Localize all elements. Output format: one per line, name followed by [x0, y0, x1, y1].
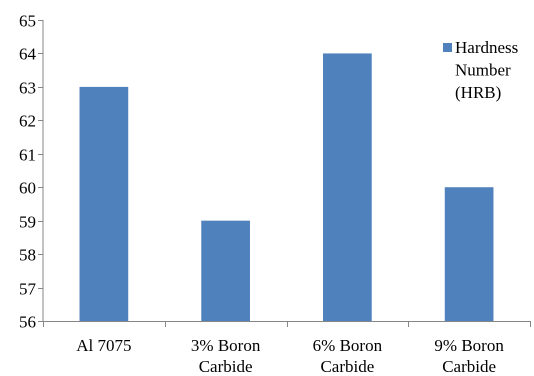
- x-category-label: 9% Boron: [434, 336, 504, 355]
- y-tick-label: 61: [19, 146, 36, 165]
- y-tick-label: 60: [19, 179, 36, 198]
- x-category-label: Carbide: [442, 357, 496, 376]
- y-tick-label: 65: [19, 12, 36, 31]
- bars: [79, 53, 494, 321]
- bar: [201, 220, 250, 321]
- legend-label: Number: [455, 61, 511, 80]
- x-axis: Al 7075 3% Boron Carbide 6% Boron Carbide 9% …: [43, 321, 531, 376]
- y-tick-label: 63: [19, 79, 36, 98]
- legend: Hardness Number (HRB): [443, 38, 518, 102]
- legend-label: Hardness: [455, 38, 518, 57]
- x-category-label: Carbide: [199, 357, 253, 376]
- y-tick-label: 57: [19, 280, 37, 299]
- y-tick-label: 62: [19, 112, 36, 131]
- y-tick-label: 59: [19, 213, 36, 232]
- y-tick-label: 56: [19, 313, 36, 332]
- x-category-label: 6% Boron: [313, 336, 383, 355]
- x-category-label: 3% Boron: [191, 336, 261, 355]
- y-tick-label: 58: [19, 246, 36, 265]
- x-category-label: Carbide: [320, 357, 374, 376]
- legend-label: (HRB): [455, 83, 501, 102]
- y-tick-label: 64: [19, 45, 37, 64]
- legend-swatch: [443, 43, 452, 52]
- y-axis: 56 57 58 59 60 61 62 63 64 65: [19, 12, 44, 332]
- bar: [79, 86, 129, 321]
- bar: [444, 187, 494, 321]
- x-category-label: Al 7075: [76, 336, 131, 355]
- bar: [323, 53, 372, 321]
